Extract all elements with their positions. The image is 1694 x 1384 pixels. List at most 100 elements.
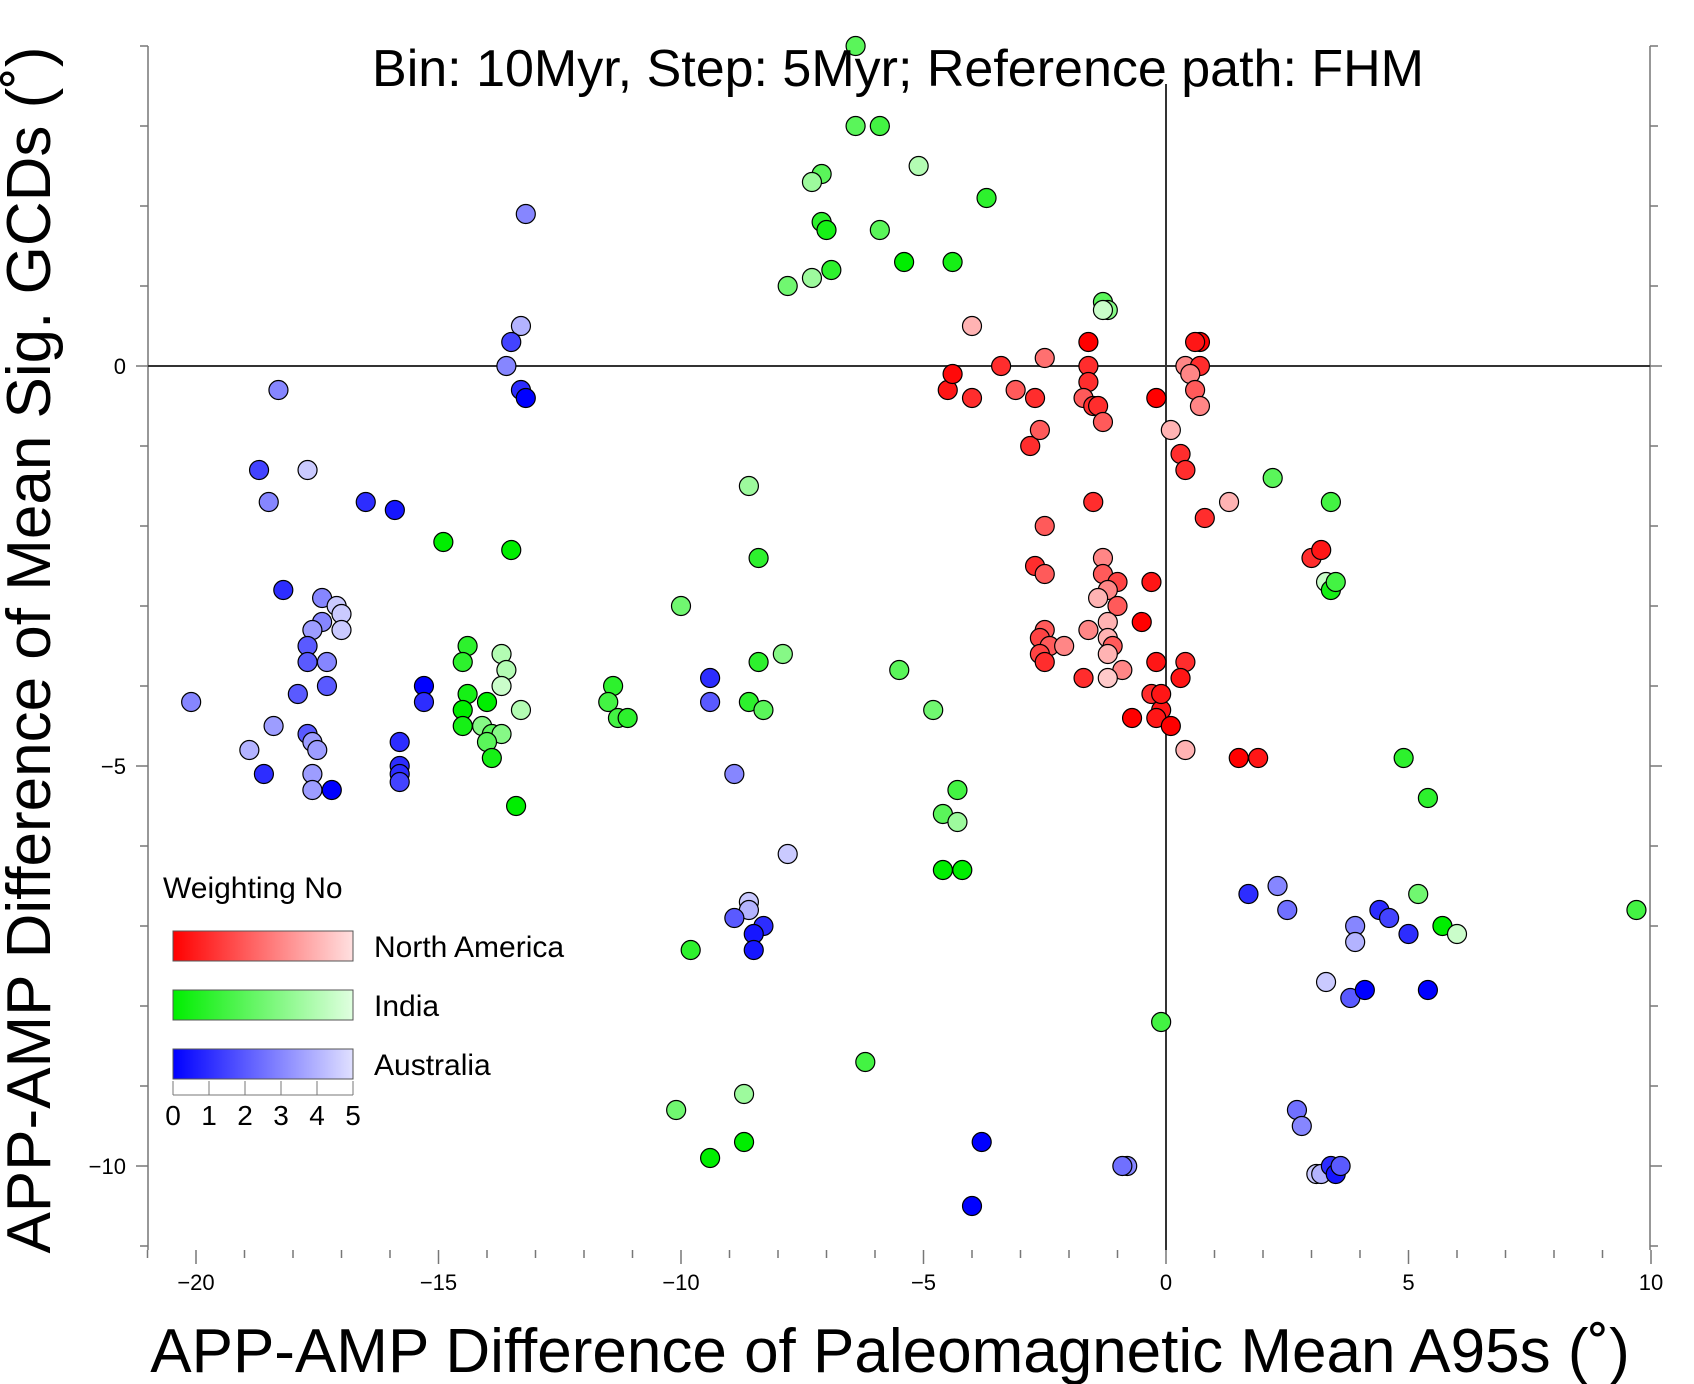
data-point-australia [258, 491, 279, 513]
data-point-north-america [1078, 331, 1099, 353]
data-point-india [598, 691, 619, 713]
legend-scale-label: 2 [237, 1100, 253, 1131]
data-point-india [452, 651, 473, 673]
data-point-north-america [942, 363, 963, 385]
data-point-india [1417, 787, 1439, 809]
data-point-australia [510, 315, 532, 337]
legend-scale-label: 5 [345, 1100, 361, 1131]
data-point-north-america [1097, 667, 1118, 689]
data-point-india [869, 219, 890, 241]
x-tick-label: −5 [911, 1270, 936, 1295]
data-point-india [501, 539, 522, 561]
legend-entry-label: North America [374, 931, 564, 964]
data-point-north-america [1160, 715, 1181, 737]
data-point-australia [777, 843, 798, 865]
data-point-north-america [1092, 411, 1114, 433]
y-tick-labels: 0 −5 −10 [89, 354, 126, 1179]
x-tick-label: 5 [1402, 1270, 1414, 1295]
data-point-north-america [1194, 507, 1215, 529]
data-point-north-america [1146, 387, 1167, 409]
data-point-north-america [1175, 739, 1196, 761]
data-point-australia [316, 651, 338, 673]
data-point-australia [1345, 931, 1366, 953]
data-point-india [699, 1147, 721, 1169]
data-point-australia [1330, 1155, 1351, 1177]
data-point-north-america [1131, 611, 1152, 633]
data-point-north-america [1228, 747, 1249, 769]
data-point-india [869, 115, 890, 137]
data-point-india [932, 859, 954, 881]
data-point-india [777, 275, 798, 297]
data-point-india [942, 251, 963, 273]
legend-swatch [172, 989, 354, 1021]
data-point-india [1092, 299, 1114, 321]
data-point-india [923, 699, 944, 721]
data-point-india [505, 795, 527, 817]
data-point-australia [181, 691, 202, 713]
data-point-australia [268, 379, 289, 401]
legend: Weighting No North America India Australia… [163, 872, 564, 1131]
data-point-north-america [1151, 683, 1172, 705]
data-point-india [889, 659, 910, 681]
data-point-australia [515, 387, 536, 409]
legend-scale-label: 4 [309, 1100, 325, 1131]
data-point-india [680, 939, 701, 961]
data-point-india [801, 171, 823, 193]
data-point-australia [1354, 979, 1375, 1001]
y-tick-label: −5 [101, 754, 126, 779]
data-point-australia [297, 651, 318, 673]
data-point-india [666, 1099, 687, 1121]
data-point-india [510, 699, 532, 721]
data-point-north-america [1160, 419, 1181, 441]
data-point-india [947, 811, 968, 833]
data-point-north-america [1054, 635, 1075, 657]
data-point-india [1325, 571, 1346, 593]
data-point-australia [699, 691, 721, 713]
data-point-india [733, 1131, 755, 1153]
legend-swatch [172, 930, 354, 962]
x-tick-label: −10 [662, 1270, 699, 1295]
data-point-australia [384, 499, 405, 521]
legend-title: Weighting No [163, 872, 343, 905]
data-point-australia [389, 731, 410, 753]
data-point-australia [1267, 875, 1288, 897]
data-point-north-america [1248, 747, 1269, 769]
data-point-india [976, 187, 997, 209]
data-point-india [893, 251, 915, 273]
data-point-australia [413, 691, 435, 713]
data-point-north-america [1024, 387, 1046, 409]
legend-entries: North America India Australia [172, 930, 564, 1082]
data-point-australia [724, 763, 745, 785]
data-point-australia [1398, 923, 1419, 945]
x-tick-label: −20 [177, 1270, 214, 1295]
data-point-north-america [1107, 595, 1128, 617]
x-tick-labels: −20 −15 −10 −5 0 5 10 [177, 1270, 1663, 1295]
data-point-india [481, 747, 502, 769]
legend-entry-label: Australia [374, 1049, 491, 1082]
data-point-india [816, 219, 837, 241]
legend-scale-label: 3 [273, 1100, 289, 1131]
data-point-india [748, 547, 769, 569]
x-tick-label: 0 [1160, 1270, 1172, 1295]
chart-title: Bin: 10Myr, Step: 5Myr; Reference path: … [372, 40, 1424, 98]
data-points [181, 35, 1647, 1217]
data-point-north-america [1078, 619, 1099, 641]
legend-swatch [172, 1048, 354, 1080]
data-point-north-america [1311, 539, 1332, 561]
data-point-australia [389, 771, 410, 793]
axis-ticks [136, 45, 1662, 1264]
data-point-australia [297, 459, 318, 481]
data-point-india [733, 1083, 755, 1105]
data-point-australia [1291, 1115, 1312, 1137]
data-point-australia [302, 779, 323, 801]
data-point-india [821, 259, 842, 281]
data-point-north-america [990, 355, 1012, 377]
data-point-north-america [1083, 491, 1104, 513]
legend-scale-label: 0 [165, 1100, 181, 1131]
y-tick-label: −10 [89, 1154, 126, 1179]
data-point-india [1320, 491, 1342, 513]
legend-entry-label: India [374, 990, 439, 1023]
x-tick-label: 10 [1639, 1270, 1663, 1295]
y-axis-label: APP-AMP Difference of Mean Sig. GCDs (˚) [0, 46, 64, 1253]
